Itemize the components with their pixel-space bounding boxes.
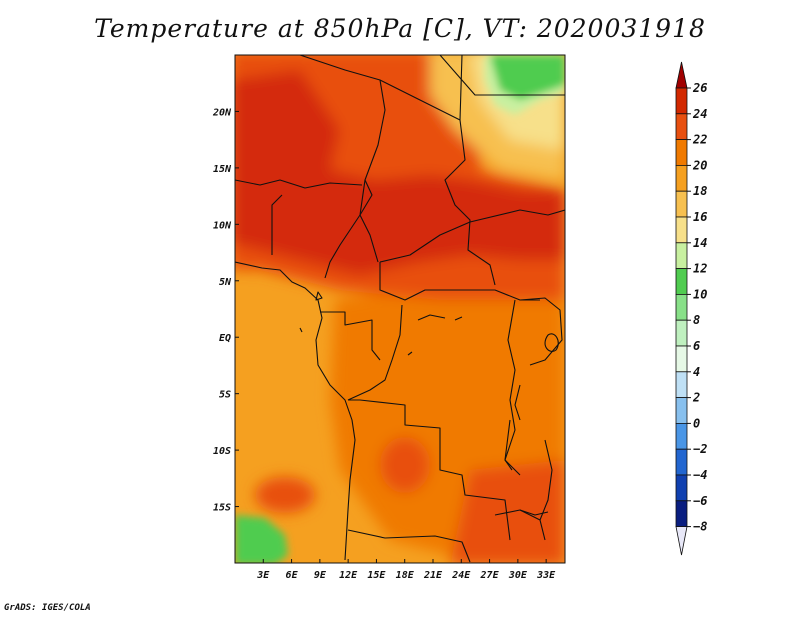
colorbar-swatch	[675, 242, 688, 270]
colorbar-label: 6	[693, 339, 700, 353]
border-drc-angola	[348, 399, 511, 541]
colorbar-swatch	[675, 87, 688, 115]
colorbar-swatch	[675, 216, 688, 244]
border-nigeria-cameroon	[324, 179, 366, 279]
colorbar-label: −6	[693, 494, 707, 508]
border-benin	[271, 194, 283, 255]
colorbar-label: 26	[692, 81, 707, 95]
x-tick-label: 9E	[314, 570, 327, 581]
border-car-sudan	[379, 209, 565, 263]
field-angola-warm	[380, 437, 430, 493]
x-tick-label: 15E	[367, 570, 386, 581]
x-tick-label: 18E	[396, 570, 415, 581]
colorbar-label: 2	[692, 391, 700, 405]
atlantic-coastline	[235, 261, 356, 561]
colorbar-swatch	[675, 319, 688, 347]
colorbar-label: 12	[693, 262, 707, 276]
y-tick-label: 15N	[213, 164, 232, 175]
colorbar-swatch	[675, 113, 688, 141]
y-tick-label: 10N	[213, 220, 232, 231]
y-tick-label: 5N	[219, 277, 232, 288]
colorbar-swatch	[675, 268, 688, 295]
border-malawi	[539, 439, 553, 521]
colorbar-swatch	[675, 293, 688, 321]
border-niger-nigeria	[235, 179, 363, 189]
colorbar-swatch	[675, 397, 688, 424]
colorbar-swatch	[675, 164, 688, 192]
colorbar-label: 20	[692, 158, 707, 172]
x-tick-label: 24E	[451, 570, 471, 581]
colorbar-bottom-arrow	[675, 526, 688, 556]
colorbar-label: 0	[693, 416, 700, 430]
y-tick-label: 10S	[213, 446, 231, 457]
colorbar-swatch	[675, 345, 688, 373]
colorbar-swatch	[675, 190, 688, 218]
small-features	[299, 291, 463, 356]
colorbar-label: −4	[693, 468, 707, 482]
colorbar-label: 18	[693, 184, 707, 198]
colorbar-swatch	[675, 422, 688, 450]
border-angola-namibia	[347, 529, 471, 563]
colorbar-swatch	[675, 500, 688, 527]
colorbar-label: 24	[692, 107, 707, 121]
colorbar-swatch	[675, 139, 688, 166]
country-borders	[235, 55, 565, 563]
temperature-field	[235, 55, 565, 563]
y-tick-label: 20N	[212, 107, 232, 118]
colorbar-label: −2	[693, 442, 707, 456]
field-sahel-band	[235, 70, 565, 275]
colorbar-swatch	[675, 371, 688, 398]
plot-frame	[234, 54, 566, 564]
x-tick-label: 21E	[423, 570, 443, 581]
colorbar-swatch	[675, 448, 688, 476]
y-axis: 20N 15N 10N 5N EQ 5S 10S 15S	[212, 107, 239, 514]
x-tick-label: 33E	[536, 570, 556, 581]
x-tick-label: 3E	[256, 570, 270, 581]
border-libya-egypt	[459, 55, 463, 121]
colorbar-label: 10	[693, 287, 707, 301]
x-tick-label: 6E	[286, 570, 299, 581]
colorbar-top-arrow	[675, 61, 688, 89]
map-title: Temperature at 850hPa [C], VT: 202003191…	[94, 14, 706, 43]
grads-credit: GrADS: IGES/COLA	[4, 603, 91, 613]
border-uganda	[519, 297, 563, 366]
y-tick-label: EQ	[219, 333, 231, 344]
x-axis: 3E 6E 9E 12E 15E 18E 21E 24E 27E 30E 33E	[256, 559, 556, 581]
colorbar-label: −8	[693, 520, 707, 534]
field-southwest-cold	[235, 515, 288, 563]
colorbar-swatch	[675, 474, 688, 502]
border-zambia-zimbabwe	[494, 509, 546, 541]
x-tick-label: 27E	[480, 570, 500, 581]
border-congo-drc	[347, 304, 403, 401]
colorbar-label: 8	[693, 313, 700, 327]
border-car-drc	[379, 262, 540, 301]
border-chad-sudan	[379, 79, 496, 286]
lake-tanganyika	[504, 384, 521, 471]
colorbar-label: 14	[693, 236, 707, 250]
field-southwest-warm	[255, 477, 315, 513]
colorbar-label: 4	[693, 365, 700, 379]
border-egypt-sudan	[439, 55, 565, 96]
lake-kariba	[519, 509, 549, 516]
x-tick-label: 30E	[508, 570, 528, 581]
colorbar-label: 16	[693, 210, 707, 224]
field-zambia-zimbabwe	[450, 460, 565, 563]
x-tick-label: 12E	[339, 570, 358, 581]
field-northeast-cold	[490, 55, 565, 100]
y-tick-label: 5S	[219, 390, 231, 401]
colorbar-label: 22	[692, 133, 707, 147]
lake-victoria	[544, 333, 559, 352]
border-niger-chad	[299, 55, 386, 263]
border-gabon-congo	[320, 311, 381, 361]
y-tick-label: 15S	[213, 503, 231, 514]
